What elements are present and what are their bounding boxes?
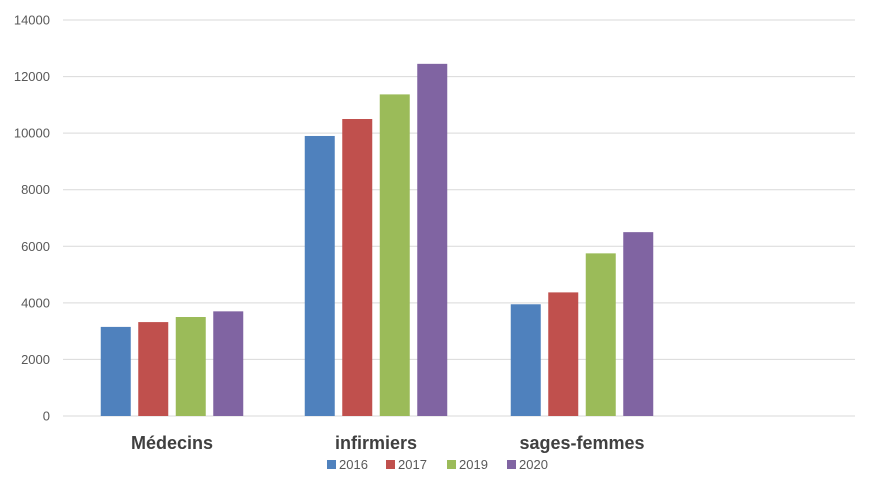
bar-2016-2: [510, 304, 541, 416]
y-tick-label: 14000: [14, 13, 50, 28]
y-axis-ticks: 0 2000 4000 6000 8000 10000 12000 14000: [14, 13, 50, 424]
legend-swatch-2019: [447, 460, 456, 469]
x-category-label: Médecins: [131, 433, 213, 453]
bar-2016-1: [304, 135, 335, 416]
y-tick-label: 6000: [21, 239, 50, 254]
legend-label-2019: 2019: [459, 457, 488, 472]
y-tick-label: 12000: [14, 69, 50, 84]
legend-swatch-2017: [386, 460, 395, 469]
y-tick-label: 0: [43, 409, 50, 424]
bar-2017-2: [548, 292, 579, 416]
legend-swatch-2016: [327, 460, 336, 469]
y-tick-label: 4000: [21, 295, 50, 310]
bar-2019-0: [175, 317, 206, 416]
bar-2019-2: [585, 253, 616, 416]
bar-2020-2: [623, 232, 654, 416]
bar-2017-1: [342, 119, 373, 416]
x-category-label: infirmiers: [335, 433, 417, 453]
bar-2020-1: [417, 63, 448, 416]
bar-2016-0: [100, 326, 131, 416]
legend-label-2020: 2020: [519, 457, 548, 472]
bars: [100, 63, 654, 417]
legend-swatch-2020: [507, 460, 516, 469]
bar-2020-0: [213, 311, 244, 416]
bar-2019-1: [379, 94, 410, 417]
x-category-label: sages-femmes: [519, 433, 644, 453]
y-tick-label: 8000: [21, 182, 50, 197]
legend: 2016 2017 2019 2020: [327, 457, 548, 472]
y-tick-label: 2000: [21, 352, 50, 367]
y-tick-label: 10000: [14, 126, 50, 141]
legend-label-2016: 2016: [339, 457, 368, 472]
legend-label-2017: 2017: [398, 457, 427, 472]
bar-2017-0: [138, 322, 169, 416]
x-axis-categories: Médecins infirmiers sages-femmes: [131, 433, 645, 453]
